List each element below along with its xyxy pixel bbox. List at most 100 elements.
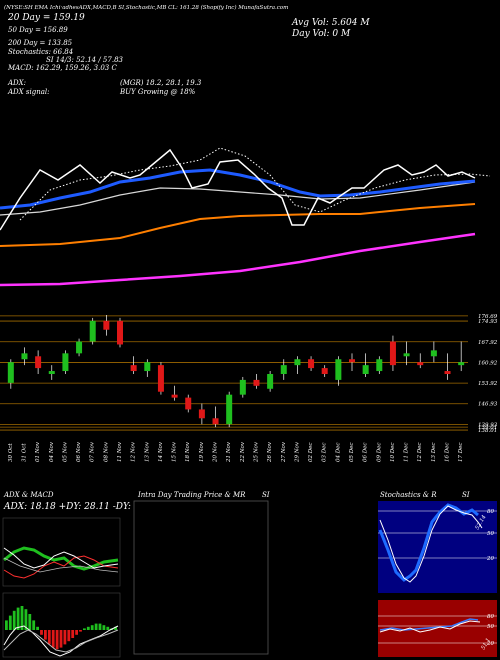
date-axis-label: 19 Nov — [199, 441, 205, 462]
stoch-title: Stochastics & R — [380, 491, 437, 499]
price-white-line — [0, 148, 476, 231]
stochastics-label: Stochastics: 66.84 — [8, 48, 73, 56]
ema20-line — [0, 168, 476, 210]
macd-hist-bar — [86, 626, 90, 630]
macd-hist-bar — [24, 609, 28, 630]
candle-body — [171, 394, 178, 398]
candle-body — [239, 379, 246, 395]
price-axis-label: 139.01 — [478, 425, 497, 431]
macd-histogram — [5, 606, 117, 650]
candle-body — [417, 362, 424, 366]
adx-values-line: ADX: 18.18 +DY: 28.11 -DY: 19.46 — [3, 502, 160, 512]
stoch-label-50: 50 — [487, 531, 494, 537]
price-axis-label: 139.93 — [478, 422, 498, 428]
si-label: SI 14/3: 52.14 / 57.83 — [46, 56, 124, 64]
adx-grey-line — [3, 557, 119, 573]
date-axis-label: 10 Dec — [390, 443, 396, 463]
macd-hist-bar — [90, 625, 94, 630]
ema-grey-line — [0, 181, 476, 216]
intraday-box — [133, 500, 269, 655]
date-axis-label: 08 Nov — [103, 441, 109, 462]
date-axis-label: 30 Oct — [8, 443, 14, 462]
macd-hist-bar — [98, 623, 102, 630]
intraday-si: SI — [262, 491, 270, 499]
candle-body — [389, 341, 396, 366]
macd-hist-bar — [40, 630, 43, 635]
macd-hist-bar — [16, 607, 20, 630]
si-label-20: 20 — [486, 641, 494, 647]
candle-body — [117, 320, 123, 345]
candle-body — [35, 356, 42, 369]
macd-hist-bar — [20, 606, 24, 630]
price-axis-label: 160.92 — [478, 360, 498, 366]
date-axis-label: 29 Nov — [294, 441, 300, 463]
intraday-panel: Intra Day Trading Price & MR SI — [133, 491, 270, 655]
macd-hist-bar — [28, 614, 32, 630]
ema50-label: 50 Day = 156.89 — [8, 26, 68, 34]
candle-body — [226, 394, 233, 425]
si-value: 51.1 — [481, 637, 492, 651]
date-axis-label: 15 Nov — [172, 441, 178, 462]
price-gridlines — [0, 315, 468, 431]
intraday-title: Intra Day Trading Price & MR — [137, 491, 246, 499]
macd-hist-bar — [12, 610, 16, 630]
header-top-line: (NYSE:SH EMA Ichi·adhesADX,MACD,B SI,Sto… — [4, 4, 288, 11]
date-axis-label: 11 Dec — [404, 443, 410, 463]
date-axis-label: 05 Nov — [62, 441, 68, 462]
price-axis-label: 167.92 — [478, 340, 498, 346]
ema20-label: 20 Day = 159.19 — [7, 13, 85, 23]
macd-hist-bar — [36, 626, 39, 630]
macd-hist-bar — [59, 630, 63, 648]
macd-hist-bar — [67, 630, 71, 642]
si-label-80: 80 — [487, 614, 494, 620]
macd-hist-bar — [55, 630, 59, 650]
price-axis-label: 174.93 — [478, 319, 498, 325]
candle-body — [294, 359, 301, 366]
macd-signal-line — [3, 629, 119, 653]
macd-hist-bar — [94, 623, 98, 630]
macd-hist-bar — [106, 626, 110, 630]
ema200-label: 200 Day = 133.85 — [7, 39, 73, 47]
adx-signal-value: BUY Growing @ 18% — [119, 88, 196, 96]
macd-hist-bar — [71, 630, 75, 638]
stoch-d-line — [379, 505, 483, 583]
adx-macd-panel: ADX & MACD ADX: 18.18 +DY: 28.11 -DY: 19… — [2, 491, 160, 658]
date-axis-label: 31 Oct — [21, 443, 27, 462]
macd-hist-bar — [102, 625, 106, 630]
date-axis-label: 11 Nov — [117, 441, 123, 462]
price-axis-label: 146.93 — [478, 402, 498, 408]
macd-hist-bar — [32, 620, 36, 630]
price-axis-label: 138.01 — [478, 428, 497, 434]
candle-body — [198, 409, 205, 419]
date-axis-label: 26 Nov — [267, 441, 273, 463]
ema-overlay — [0, 147, 491, 287]
candle-body — [157, 365, 164, 392]
date-axis-label: 22 Nov — [240, 441, 246, 463]
date-axis-label: 14 Nov — [158, 441, 164, 462]
candle-body — [21, 353, 28, 360]
candle-body — [144, 362, 151, 372]
date-axis-label: 18 Nov — [185, 441, 191, 462]
stoch-label-20: 20 — [486, 556, 494, 562]
adx-signal-label: ADX signal: — [7, 88, 49, 96]
candle-body — [76, 341, 83, 354]
candle-body — [430, 350, 437, 357]
candle-body — [103, 320, 110, 330]
macd-hist-bar — [44, 630, 47, 640]
date-axis-label: 17 Dec — [458, 443, 464, 463]
si-white-line — [379, 620, 481, 633]
candle-body — [212, 418, 219, 425]
date-axis-label: 16 Dec — [445, 443, 451, 463]
candle-body — [335, 359, 342, 380]
stoch-si: SI — [462, 491, 470, 499]
date-axis-label: 04 Nov — [49, 441, 55, 462]
candle-body — [89, 320, 96, 342]
stoch-label-80: 80 — [487, 509, 494, 515]
day-vol-label: Day Vol: 0 M — [291, 29, 351, 39]
candle-body — [267, 374, 274, 389]
date-axis-label: 13 Nov — [144, 441, 150, 462]
macd-hist-bar — [79, 630, 82, 632]
si-blue-line — [379, 618, 479, 631]
